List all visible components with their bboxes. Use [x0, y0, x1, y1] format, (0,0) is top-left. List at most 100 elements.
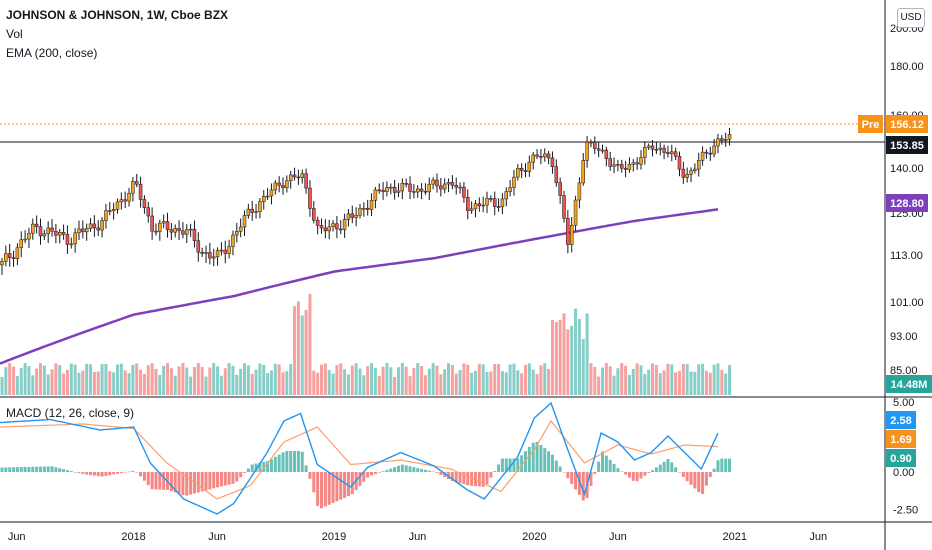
candle-body	[342, 219, 347, 230]
candle-body	[696, 160, 701, 170]
volume-bar	[0, 377, 4, 395]
candle-body	[385, 187, 389, 192]
candle-body	[54, 231, 58, 236]
candle-body	[404, 183, 408, 185]
candle-body	[419, 188, 424, 192]
candle-body	[677, 155, 682, 170]
macd-histogram-bar	[412, 467, 416, 472]
time-tick-label: 2020	[522, 531, 546, 543]
candle-body	[15, 247, 20, 259]
macd-histogram-bar	[562, 472, 566, 473]
volume-bar	[108, 371, 112, 395]
candle-body	[7, 253, 12, 258]
macd-histogram-bar	[42, 466, 46, 472]
volume-bar	[489, 371, 493, 395]
candle-body	[562, 195, 566, 219]
volume-bar	[427, 368, 431, 395]
volume-bar	[604, 363, 608, 395]
macd-histogram-bar	[4, 467, 8, 472]
macd-histogram-bar	[620, 471, 624, 472]
macd-histogram-bar	[473, 472, 477, 487]
macd-histogram-bar	[639, 472, 643, 479]
ema-line-layer	[0, 208, 719, 365]
candle-body	[0, 260, 4, 266]
macd-histogram-bar	[435, 472, 439, 473]
macd-legend-label[interactable]: MACD (12, 26, close, 9)	[6, 406, 135, 420]
currency-button[interactable]: USD	[897, 8, 925, 28]
candle-body	[42, 233, 47, 237]
macd-histogram-bar	[254, 463, 258, 472]
symbol-title[interactable]: JOHNSON & JOHNSON, 1W, Cboe BZX	[6, 8, 229, 22]
macd-histogram-bar	[73, 471, 77, 473]
candle-body	[177, 228, 181, 232]
time-tick-label: 2021	[722, 531, 746, 543]
volume-bar	[639, 365, 643, 395]
volume-bar	[566, 329, 570, 395]
macd-histogram-bar	[119, 472, 123, 474]
candle-body	[192, 228, 197, 241]
candle-body	[161, 221, 166, 224]
candle-body	[92, 223, 97, 229]
candle-body	[442, 183, 447, 190]
pre-tag-bg	[858, 115, 883, 133]
macd-histogram-bar	[466, 472, 470, 486]
ema-200-line	[0, 208, 719, 365]
macd-histogram-bar	[393, 467, 397, 472]
candle-body	[396, 190, 401, 193]
macd-histogram-bar	[577, 472, 581, 495]
candle-body	[77, 228, 81, 234]
candle-body	[315, 219, 320, 226]
volume-bar	[381, 366, 385, 395]
macd-histogram-bar	[65, 470, 69, 472]
vol-legend-label[interactable]: Vol	[6, 27, 23, 41]
volume-bar	[273, 363, 277, 395]
volume-bar	[412, 367, 416, 395]
candle-body	[204, 252, 208, 254]
candle-body	[504, 191, 509, 200]
volume-value-label-bg	[886, 375, 932, 393]
volume-bar	[624, 365, 628, 395]
macd-histogram-bar	[728, 458, 732, 472]
volume-bar	[477, 363, 481, 395]
macd-histogram-bar	[269, 459, 273, 472]
volume-bar	[373, 367, 377, 395]
grid-lines	[0, 123, 885, 143]
candle-body	[435, 179, 439, 187]
candle-body	[392, 186, 397, 193]
volume-bar	[4, 367, 8, 395]
candle-body	[516, 168, 520, 178]
macd-histogram-bar	[281, 452, 285, 472]
time-tick-label: 2018	[121, 531, 145, 543]
volume-bar	[728, 365, 732, 395]
macd-histogram-bar	[658, 464, 662, 472]
candle-body	[96, 227, 100, 231]
candle-body	[650, 145, 655, 150]
candle-body	[604, 149, 609, 159]
macd-histogram-bar	[697, 472, 701, 493]
ema-legend-label[interactable]: EMA (200, close)	[6, 46, 98, 60]
macd-histogram-bar	[335, 472, 339, 502]
volume-bar	[100, 364, 104, 395]
pre-tag: Pre	[862, 119, 880, 131]
candle-body	[369, 200, 374, 210]
candle-body	[612, 164, 616, 167]
macd-histogram-bar	[654, 467, 658, 472]
volume-bar	[466, 364, 470, 395]
macd-histogram-bar	[720, 458, 724, 472]
volume-bar	[616, 368, 620, 395]
volume-bar	[473, 370, 477, 395]
volume-tick-label: 101.00	[890, 297, 924, 309]
macd-histogram-bar	[273, 456, 277, 472]
macd-histogram-bar	[554, 460, 558, 472]
volume-bar	[458, 369, 462, 395]
volume-bar	[119, 363, 123, 395]
candle-body	[227, 246, 231, 254]
macd-histogram-bar	[12, 467, 16, 472]
candle-body	[716, 138, 720, 147]
macd-histogram-bar	[92, 472, 96, 476]
macd-histogram-bar	[704, 472, 708, 486]
macd-histogram-bar	[235, 472, 239, 482]
macd-histogram-bar	[493, 471, 497, 472]
macd-histogram-bar	[535, 441, 539, 472]
